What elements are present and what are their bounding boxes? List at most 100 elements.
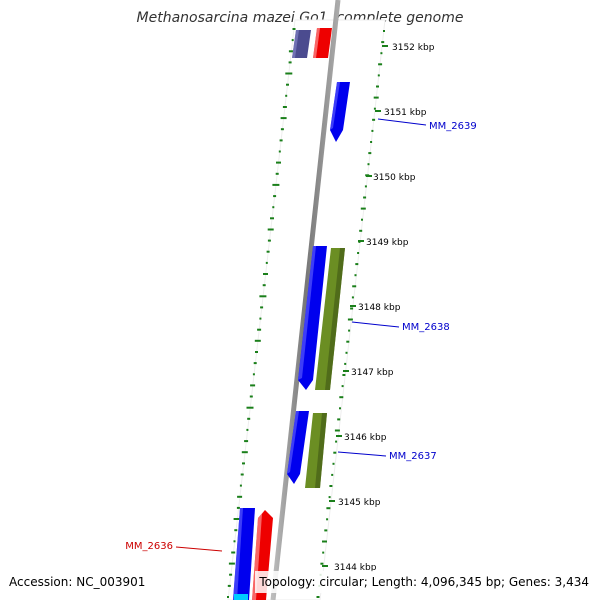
gc-dash <box>288 61 292 64</box>
gc-dash <box>376 85 379 88</box>
leader-mm2638 <box>351 321 400 328</box>
gc-dash <box>257 328 262 331</box>
gc-dash <box>326 518 329 521</box>
gc-dash <box>373 107 376 110</box>
gc-dash <box>324 529 328 532</box>
gc-dash <box>322 551 325 554</box>
gc-dash <box>339 407 341 410</box>
gc-dash <box>363 196 367 199</box>
gc-dash <box>233 518 241 520</box>
gc-dash <box>262 284 266 287</box>
cds-mm2637-highlight <box>287 411 299 474</box>
gc-dash <box>282 106 287 108</box>
feature-olive-1-shade <box>325 248 345 390</box>
tick-label-3150: 3150 kbp <box>373 173 416 183</box>
gc-dash <box>231 551 236 554</box>
gc-dash <box>378 63 383 66</box>
gc-dash <box>273 195 277 198</box>
gc-dash <box>355 263 359 266</box>
cds-mm2637 <box>287 411 309 484</box>
gc-dash <box>265 261 268 264</box>
tick-label-3151: 3151 kbp <box>384 108 427 118</box>
gc-dash <box>279 139 283 142</box>
genome-backbone <box>270 0 341 600</box>
gc-dash <box>337 418 341 421</box>
gc-dash <box>246 406 254 409</box>
gc-dash <box>275 172 279 175</box>
gc-dash <box>267 239 271 242</box>
leader-mm2639 <box>377 118 427 126</box>
gc-dash <box>227 584 231 587</box>
gc-dash <box>380 52 383 55</box>
gc-dash <box>244 440 249 443</box>
tick-label-3145: 3145 kbp <box>338 498 381 508</box>
gc-dash <box>254 339 261 342</box>
tick-label-3146: 3146 kbp <box>344 433 387 443</box>
gc-dash <box>236 506 240 509</box>
gc-dash <box>381 41 385 44</box>
gc-dash <box>250 384 256 387</box>
gc-dash <box>266 250 270 253</box>
gc-dash <box>359 229 363 232</box>
gene-labels: MM_2639 MM_2638 MM_2637 MM_2636 <box>125 118 477 552</box>
gc-dash <box>341 385 344 388</box>
gc-dash <box>345 351 348 354</box>
gc-dash <box>229 573 233 576</box>
leader-mm2637 <box>337 451 387 457</box>
gc-dash <box>246 428 249 431</box>
gc-dash <box>263 273 268 275</box>
gene-features <box>233 28 350 600</box>
gc-dash <box>333 451 337 454</box>
leader-mm2636 <box>175 546 223 552</box>
gc-dash <box>286 83 289 86</box>
gene-label-mm2639: MM_2639 <box>429 121 477 132</box>
gc-dash <box>260 306 264 309</box>
gc-dash <box>328 496 331 499</box>
gc-dash <box>368 152 372 155</box>
tick-label-3144: 3144 kbp <box>334 563 377 573</box>
tick-label-3147: 3147 kbp <box>351 368 394 378</box>
gc-content-left-track <box>227 28 296 598</box>
gc-dash <box>239 484 242 487</box>
tick-label-3149: 3149 kbp <box>366 238 409 248</box>
cds-mm2638-highlight <box>298 246 316 380</box>
gc-dash <box>280 128 284 131</box>
gc-dash <box>272 206 275 209</box>
gc-dash <box>288 50 294 53</box>
gc-dash <box>278 150 281 153</box>
gc-dash <box>373 96 379 99</box>
gc-dash <box>270 217 274 220</box>
gc-dash <box>234 529 238 532</box>
gc-dash <box>292 28 296 30</box>
gc-dash <box>316 596 320 598</box>
gc-dash <box>280 117 287 120</box>
gc-dash <box>334 429 340 432</box>
gc-dash <box>322 540 327 543</box>
gc-dash <box>285 94 288 97</box>
gc-dash <box>371 129 374 132</box>
gc-dash <box>240 473 244 476</box>
accession-label: Accession: NC_003901 <box>9 575 145 589</box>
gc-dash <box>331 473 334 476</box>
gc-dash <box>259 317 262 320</box>
gc-dash <box>352 285 357 288</box>
gc-dash <box>339 396 344 399</box>
gc-dash <box>351 296 354 299</box>
gc-dash <box>335 440 338 443</box>
gc-dash <box>348 329 351 332</box>
gene-label-mm2636: MM_2636 <box>125 541 173 552</box>
gc-dash <box>357 252 360 254</box>
gc-dash <box>360 207 366 210</box>
cds-adjacent-highlight <box>233 508 243 600</box>
cds-mm2639-highlight <box>330 82 340 130</box>
gc-dash <box>364 185 367 188</box>
gene-label-mm2638: MM_2638 <box>402 322 450 333</box>
gc-dash <box>329 485 333 487</box>
position-ruler: 3152 kbp 3151 kbp 3150 kbp 3149 kbp 3148… <box>322 43 435 573</box>
feature-cyan-bottom <box>234 594 248 600</box>
tick-label-3152: 3152 kbp <box>392 43 435 53</box>
gc-dash <box>253 362 257 365</box>
gc-dash <box>332 462 335 465</box>
gc-dash <box>370 141 373 143</box>
gc-dash <box>285 72 293 75</box>
